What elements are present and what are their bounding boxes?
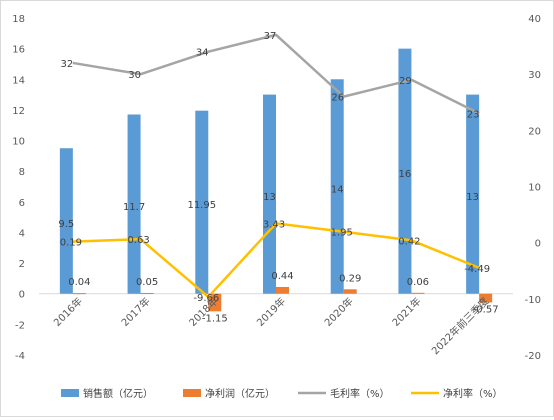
sales-data-label: 13 (466, 192, 479, 203)
left-tick-label: 6 (19, 198, 25, 209)
net-margin-data-label: -4.49 (464, 264, 490, 275)
gross-margin-data-label: 23 (467, 109, 480, 120)
bar-series (59, 48, 493, 312)
category-label: 2017年 (118, 295, 152, 329)
category-label: 2022年前三季度 (429, 295, 492, 358)
right-axis: -20 -10 0 10 20 30 40 (525, 14, 541, 362)
right-tick-label: 20 (528, 126, 541, 137)
net-margin-data-label: 3.43 (263, 219, 285, 230)
category-label: 2019年 (254, 295, 288, 329)
sales-bar (263, 94, 276, 294)
profit-data-label: -0.57 (473, 304, 499, 315)
category-labels: 2016年 2017年 2018年 2019年 2020年 2021年 2022年前三季度 (51, 295, 492, 358)
gross-margin-data-label: 37 (264, 31, 277, 42)
right-tick-label: 10 (528, 183, 541, 194)
sales-bar (398, 48, 412, 294)
sales-data-label: 13 (263, 192, 276, 203)
net-margin-data-label: 0.42 (398, 236, 420, 247)
profit-data-label: 0.29 (339, 273, 361, 284)
sales-bar (195, 110, 209, 294)
net-margin-line (72, 222, 480, 299)
sales-data-label: 16 (399, 169, 412, 180)
right-tick-label: 40 (528, 14, 541, 25)
legend: 销售额（亿元） 净利润（亿元） 毛利率（%） 净利率（%） (61, 387, 503, 400)
sales-data-label: 11.7 (123, 202, 145, 213)
left-tick-label: 18 (12, 14, 25, 25)
legend-label: 净利润（亿元） (205, 387, 275, 400)
gross-margin-line (72, 33, 480, 115)
left-tick-label: 4 (19, 228, 25, 239)
net-profit-bar (343, 289, 357, 294)
legend-swatch (61, 389, 79, 397)
left-axis: -4 -2 0 2 4 6 8 10 12 14 16 18 (12, 14, 25, 362)
sales-data-label: 9.5 (58, 219, 74, 230)
data-labels: 9.5 11.7 11.95 13 14 16 13 0.04 0.05 -1.15 0.44 0.2… (58, 31, 498, 324)
sales-data-label: 11.95 (187, 200, 216, 211)
left-tick-label: -2 (15, 320, 25, 331)
sales-bar (127, 114, 141, 294)
legend-swatch (183, 389, 201, 397)
right-tick-label: 30 (528, 70, 541, 81)
net-margin-data-label: 0.63 (127, 235, 149, 246)
right-tick-label: -10 (525, 295, 541, 306)
net-profit-bar (208, 293, 222, 312)
profit-data-label: -1.15 (202, 313, 228, 324)
gross-margin-data-label: 32 (60, 59, 73, 70)
left-tick-label: 0 (19, 290, 25, 301)
right-tick-label: -20 (525, 351, 541, 362)
gross-margin-data-label: 34 (196, 48, 209, 59)
left-tick-label: 12 (12, 106, 25, 117)
sales-bar (59, 148, 73, 294)
sales-bar (330, 79, 344, 294)
gross-margin-data-label: 26 (331, 93, 344, 104)
profit-data-label: 0.04 (68, 277, 90, 288)
profit-data-label: 0.05 (136, 277, 158, 288)
category-label: 2020年 (322, 295, 356, 329)
gross-margin-data-label: 30 (128, 70, 141, 81)
left-tick-label: 2 (19, 259, 25, 270)
gross-margin-data-label: 29 (399, 76, 412, 87)
profit-data-label: 0.06 (407, 277, 429, 288)
left-tick-label: -4 (15, 351, 25, 362)
legend-label: 毛利率（%） (330, 387, 390, 400)
left-tick-label: 8 (19, 167, 25, 178)
net-margin-data-label: -9.66 (193, 293, 219, 304)
sales-bar (466, 94, 480, 294)
category-label: 2021年 (389, 295, 423, 329)
sales-data-label: 14 (331, 185, 344, 196)
net-profit-bar (411, 292, 425, 294)
net-profit-bar (72, 293, 86, 295)
net-profit-bar (140, 292, 154, 294)
legend-label: 净利率（%） (443, 387, 503, 400)
left-tick-label: 10 (12, 137, 25, 148)
left-tick-label: 16 (12, 45, 25, 56)
line-series (72, 33, 480, 299)
category-label: 2016年 (51, 295, 85, 329)
profit-data-label: 0.44 (271, 271, 293, 282)
net-margin-data-label: 1.95 (331, 228, 353, 239)
net-margin-data-label: 0.19 (60, 238, 82, 249)
left-tick-label: 14 (12, 75, 25, 86)
right-tick-label: 0 (535, 239, 541, 250)
net-profit-bar (479, 293, 493, 303)
net-profit-bar (276, 286, 289, 294)
legend-label: 销售额（亿元） (83, 387, 153, 400)
